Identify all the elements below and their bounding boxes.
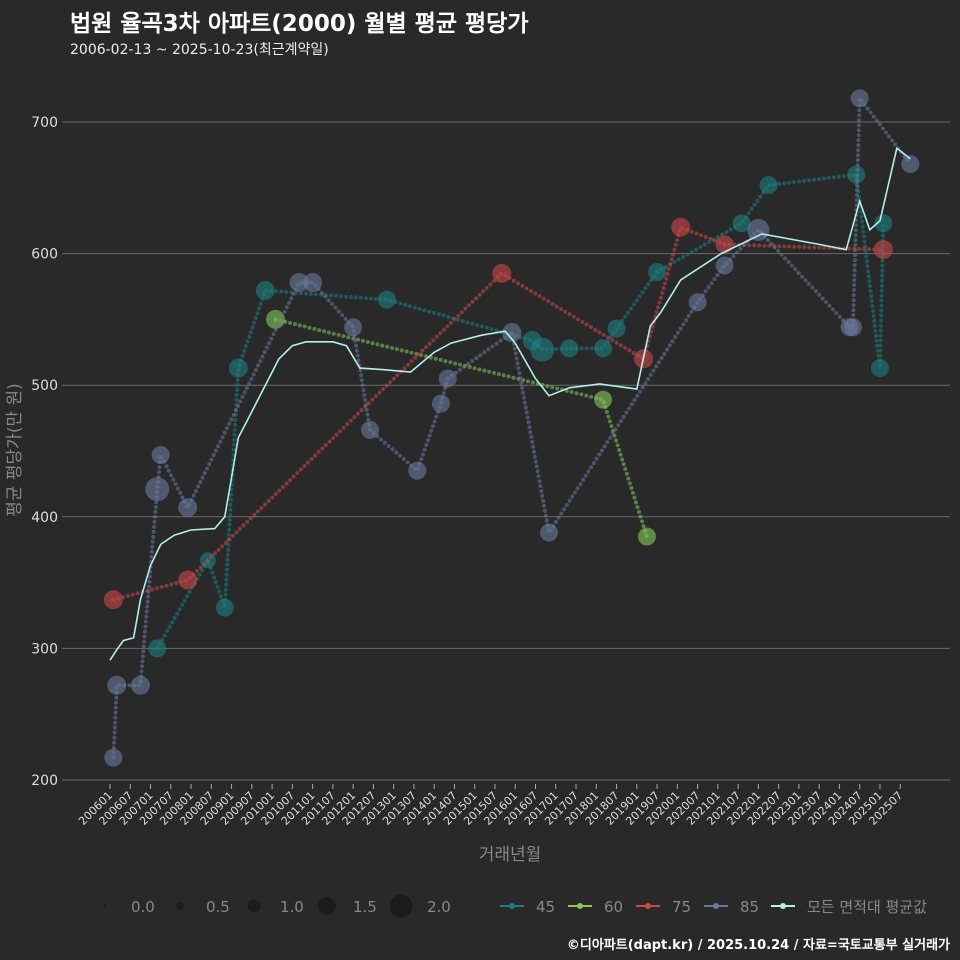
data-point: [377, 290, 396, 309]
data-point: [344, 318, 363, 337]
y-tick-label: 400: [31, 510, 58, 526]
data-point: [874, 214, 893, 233]
legend-label: 85: [740, 898, 759, 916]
legend-label: 모든 면적대 평균값: [807, 898, 927, 916]
data-point: [303, 273, 323, 293]
size-legend-dot: [247, 899, 261, 913]
data-point: [715, 256, 734, 275]
data-point: [408, 461, 427, 480]
data-point: [759, 176, 778, 195]
size-legend-label: 1.5: [353, 898, 377, 916]
size-legend-dot: [389, 894, 413, 918]
data-point: [151, 445, 170, 464]
size-legend-label: 0.0: [131, 898, 155, 916]
legend-label: 60: [604, 898, 623, 916]
series-60: [265, 309, 656, 546]
data-point: [688, 293, 707, 312]
data-point: [901, 155, 920, 174]
y-tick-label: 700: [31, 115, 58, 131]
chart-subtitle: 2006-02-13 ~ 2025-10-23(최근계약일): [70, 42, 329, 58]
data-point: [530, 337, 555, 362]
legend-key-dot: [645, 903, 651, 909]
data-point: [850, 89, 869, 108]
series-75: [103, 217, 893, 610]
data-point: [594, 339, 613, 358]
data-point: [178, 570, 198, 590]
size-legend-label: 2.0: [427, 898, 451, 916]
data-point: [594, 390, 613, 409]
series-모든 면적대 평균값: [109, 146, 911, 661]
average-line: [109, 146, 911, 661]
data-point: [361, 420, 380, 439]
size-legend-label: 1.0: [280, 898, 304, 916]
data-point: [732, 214, 751, 233]
data-point: [289, 273, 309, 293]
y-tick-label: 500: [31, 378, 58, 394]
legend-key-dot: [577, 903, 583, 909]
data-point: [215, 598, 234, 617]
y-tick-label: 200: [31, 773, 58, 789]
data-point: [870, 359, 889, 378]
data-point: [265, 309, 285, 329]
data-point: [438, 369, 457, 388]
data-point: [843, 318, 862, 337]
data-point: [671, 217, 691, 237]
credit-text: ©디아파트(dapt.kr) / 2025.10.24 / 자료=국토교통부 실…: [566, 938, 950, 953]
legend-label: 75: [672, 898, 691, 916]
series-45: [148, 165, 893, 658]
series-85: [104, 89, 920, 767]
series-connector: [111, 92, 913, 760]
size-legend-dot: [176, 902, 184, 910]
data-point: [607, 319, 626, 338]
legend-label: 45: [536, 898, 555, 916]
legend-key-dot: [713, 903, 719, 909]
chart-title: 법원 율곡3차 아파트(2000) 월별 평균 평당가: [70, 11, 529, 37]
series-connector: [155, 172, 886, 651]
y-axis-title: 평균 평당가(만 원): [5, 383, 25, 517]
size-legend-dot: [103, 904, 107, 908]
data-point: [228, 358, 248, 378]
series-connector: [273, 317, 649, 539]
data-point: [104, 748, 123, 767]
data-point: [560, 339, 579, 358]
data-point: [648, 263, 667, 282]
size-legend-dot: [318, 897, 336, 915]
data-point: [747, 218, 770, 241]
data-point: [255, 280, 275, 300]
x-axis-title: 거래년월: [479, 845, 542, 865]
data-point: [502, 323, 522, 343]
data-point: [178, 498, 198, 518]
data-point: [145, 477, 170, 502]
data-point: [715, 235, 734, 254]
data-point: [130, 675, 150, 695]
legend-key-dot: [509, 903, 515, 909]
legend-key-dot: [780, 903, 786, 909]
data-point: [492, 263, 512, 283]
y-tick-label: 300: [31, 641, 58, 657]
data-point: [107, 675, 127, 695]
data-point: [431, 394, 450, 413]
data-point: [103, 590, 123, 610]
data-point: [637, 527, 656, 546]
data-point: [540, 523, 559, 542]
data-point: [873, 240, 893, 260]
size-legend-label: 0.5: [206, 898, 230, 916]
y-tick-label: 600: [31, 247, 58, 263]
data-point: [148, 639, 167, 658]
